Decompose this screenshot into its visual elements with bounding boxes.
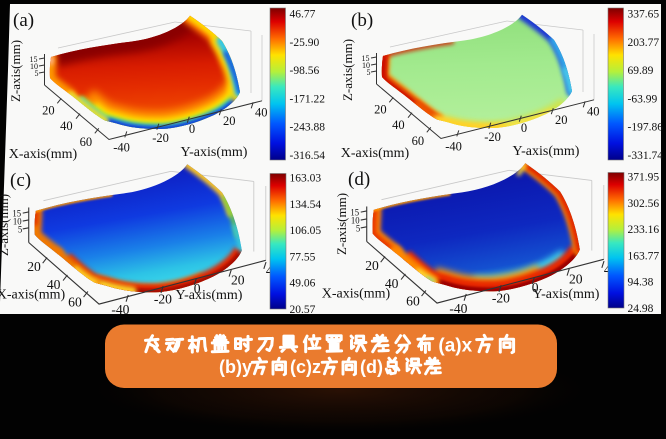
svg-text:(c)z: (c)z [290, 357, 321, 377]
svg-text:15: 15 [12, 208, 21, 218]
svg-text:203.77: 203.77 [628, 37, 660, 49]
svg-text:20: 20 [231, 273, 245, 288]
svg-text:-20: -20 [492, 291, 510, 306]
svg-text:(d): (d) [348, 169, 370, 190]
svg-text:49.06: 49.06 [290, 278, 316, 290]
svg-text:5: 5 [356, 223, 361, 233]
svg-text:-20: -20 [154, 292, 172, 307]
svg-text:X-axis(mm): X-axis(mm) [322, 287, 391, 302]
svg-text:0: 0 [194, 282, 201, 297]
svg-text:20: 20 [27, 260, 41, 275]
svg-text:-331.74: -331.74 [628, 150, 664, 162]
svg-text:337.65: 337.65 [628, 9, 660, 21]
svg-text:-20: -20 [484, 130, 501, 144]
svg-text:10: 10 [362, 61, 370, 70]
svg-text:-171.22: -171.22 [290, 93, 326, 105]
svg-text:40: 40 [255, 106, 268, 120]
svg-text:Z-axis(mm): Z-axis(mm) [334, 193, 349, 255]
svg-text:302.56: 302.56 [628, 198, 660, 210]
svg-text:20: 20 [365, 259, 379, 274]
svg-text:40: 40 [392, 118, 405, 132]
svg-text:40: 40 [385, 277, 399, 292]
svg-text:10: 10 [351, 215, 360, 225]
svg-text:X-axis(mm): X-axis(mm) [341, 146, 410, 161]
svg-text:15: 15 [30, 55, 38, 64]
svg-text:233.16: 233.16 [628, 224, 660, 236]
svg-text:5: 5 [18, 224, 23, 234]
svg-text:60: 60 [412, 134, 425, 148]
svg-text:-316.54: -316.54 [290, 150, 326, 162]
svg-text:(c): (c) [10, 170, 31, 191]
svg-text:60: 60 [406, 294, 420, 309]
svg-text:(a)x: (a)x [438, 336, 472, 357]
svg-text:134.54: 134.54 [290, 199, 322, 211]
svg-text:0: 0 [189, 122, 195, 136]
svg-text:Z-axis(mm): Z-axis(mm) [0, 194, 11, 256]
svg-text:60: 60 [80, 135, 93, 149]
svg-text:20: 20 [374, 102, 387, 116]
svg-text:Y-axis(mm): Y-axis(mm) [176, 288, 243, 303]
svg-text:-243.88: -243.88 [290, 122, 326, 134]
svg-text:371.95: 371.95 [628, 172, 660, 184]
svg-text:15: 15 [362, 54, 370, 63]
svg-text:5: 5 [35, 69, 39, 78]
svg-text:(a): (a) [13, 10, 34, 31]
svg-text:10: 10 [30, 62, 38, 71]
svg-text:40: 40 [47, 278, 61, 293]
svg-text:Z-axis(mm): Z-axis(mm) [340, 39, 355, 101]
svg-text:40: 40 [60, 119, 73, 133]
svg-text:20: 20 [223, 114, 236, 128]
svg-text:-63.99: -63.99 [628, 93, 658, 105]
svg-text:-40: -40 [111, 303, 129, 318]
svg-text:(d): (d) [360, 357, 383, 377]
svg-text:20: 20 [42, 103, 55, 117]
svg-text:-98.56: -98.56 [290, 65, 320, 77]
svg-text:X-axis(mm): X-axis(mm) [0, 288, 66, 303]
svg-text:(b): (b) [351, 10, 373, 31]
svg-text:20: 20 [569, 272, 583, 287]
svg-text:10: 10 [13, 216, 22, 226]
svg-text:Z-axis(mm): Z-axis(mm) [8, 40, 23, 102]
svg-text:-25.90: -25.90 [290, 37, 320, 49]
svg-text:Y-axis(mm): Y-axis(mm) [181, 145, 248, 160]
svg-text:-40: -40 [449, 302, 467, 317]
svg-text:X-axis(mm): X-axis(mm) [9, 147, 78, 162]
svg-text:15: 15 [350, 207, 359, 217]
svg-text:-40: -40 [445, 140, 462, 154]
svg-text:69.89: 69.89 [628, 65, 654, 77]
svg-text:Y-axis(mm): Y-axis(mm) [533, 287, 600, 302]
svg-text:163.77: 163.77 [628, 250, 660, 262]
svg-text:40: 40 [587, 105, 600, 119]
svg-text:-197.86: -197.86 [628, 122, 664, 134]
svg-text:0: 0 [532, 281, 539, 296]
svg-text:94.38: 94.38 [628, 277, 654, 289]
svg-text:163.03: 163.03 [290, 173, 322, 185]
svg-text:Y-axis(mm): Y-axis(mm) [513, 144, 580, 159]
svg-text:-40: -40 [113, 141, 130, 155]
svg-text:20: 20 [555, 113, 568, 127]
svg-text:60: 60 [68, 295, 82, 310]
svg-text:0: 0 [521, 121, 527, 135]
svg-text:20.57: 20.57 [290, 304, 316, 316]
svg-text:46.77: 46.77 [290, 9, 316, 21]
svg-text:77.55: 77.55 [290, 251, 316, 263]
svg-text:24.98: 24.98 [628, 303, 654, 315]
svg-text:(b)y: (b)y [219, 357, 252, 377]
svg-text:-20: -20 [152, 131, 169, 145]
svg-text:5: 5 [367, 68, 371, 77]
svg-text:106.05: 106.05 [290, 225, 322, 237]
